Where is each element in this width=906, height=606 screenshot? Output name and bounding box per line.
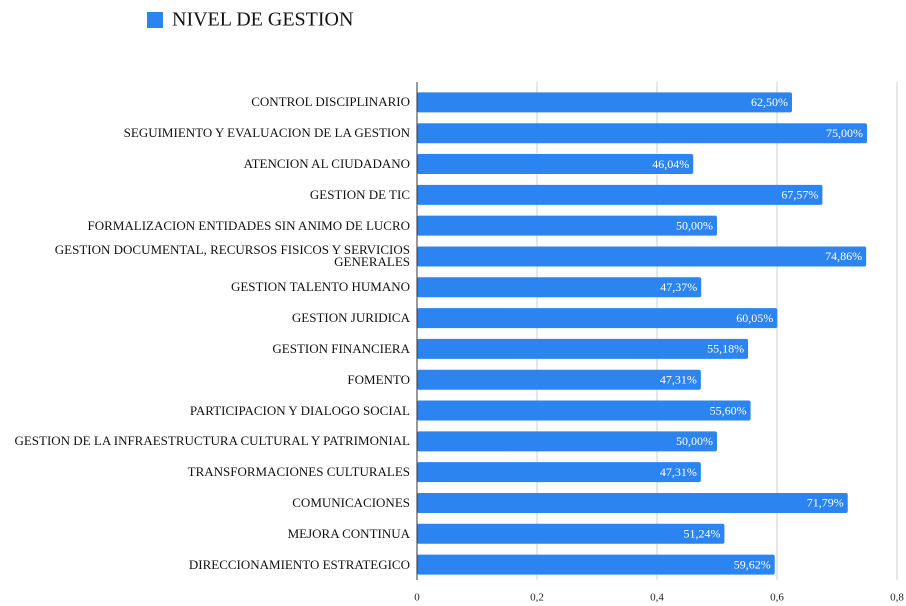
bar bbox=[417, 338, 749, 359]
value-label: 67,57% bbox=[781, 188, 818, 202]
bar bbox=[417, 154, 694, 175]
x-tick-label: 0,8 bbox=[890, 592, 904, 604]
y-tick-label: GESTION DE LA INFRAESTRUCTURA CULTURAL Y… bbox=[14, 433, 410, 449]
value-label: 50,00% bbox=[676, 434, 713, 448]
y-tick-label: GESTION TALENTO HUMANO bbox=[230, 279, 410, 295]
value-label: 55,60% bbox=[710, 403, 747, 417]
value-label: 75,00% bbox=[826, 126, 863, 140]
x-tick-label: 0,6 bbox=[770, 592, 784, 604]
y-tick-label: GESTION JURIDICA bbox=[291, 310, 410, 326]
y-tick-label: GESTION DE TIC bbox=[309, 186, 410, 202]
bar bbox=[417, 400, 751, 421]
bar bbox=[417, 92, 792, 113]
x-tick-label: 0 bbox=[414, 592, 420, 604]
value-label: 60,05% bbox=[736, 311, 773, 325]
y-tick-label: GESTION DOCUMENTAL, RECURSOS FISICOS Y S… bbox=[54, 242, 410, 270]
value-label: 71,79% bbox=[807, 496, 844, 510]
y-tick-label: SEGUIMIENTO Y EVALUACION DE LA GESTION bbox=[123, 125, 410, 141]
bar bbox=[417, 308, 778, 329]
y-tick-label: CONTROL DISCIPLINARIO bbox=[251, 94, 410, 110]
bar bbox=[417, 215, 717, 236]
bar bbox=[417, 184, 823, 205]
value-label: 47,31% bbox=[660, 372, 697, 386]
y-tick-label: ATENCION AL CIUDADANO bbox=[243, 156, 410, 172]
y-tick-label: COMUNICACIONES bbox=[292, 494, 410, 510]
value-label: 74,86% bbox=[825, 249, 862, 263]
y-tick-label: FOMENTO bbox=[347, 371, 410, 387]
value-label: 50,00% bbox=[676, 218, 713, 232]
y-tick-label: FORMALIZACION ENTIDADES SIN ANIMO DE LUC… bbox=[87, 217, 410, 233]
value-label: 47,31% bbox=[660, 465, 697, 479]
value-label: 62,50% bbox=[751, 95, 788, 109]
value-label: 59,62% bbox=[734, 557, 771, 571]
bar bbox=[417, 554, 775, 575]
value-label: 51,24% bbox=[683, 527, 720, 541]
legend-label: NIVEL DE GESTION bbox=[172, 9, 353, 31]
bar bbox=[417, 246, 867, 267]
y-tick-label: TRANSFORMACIONES CULTURALES bbox=[187, 464, 410, 480]
bar bbox=[417, 277, 702, 298]
legend-swatch bbox=[147, 12, 163, 28]
y-tick-label: GESTION FINANCIERA bbox=[272, 340, 410, 356]
bar bbox=[417, 523, 725, 544]
bar bbox=[417, 123, 867, 144]
x-tick-label: 0,2 bbox=[530, 592, 544, 604]
y-tick-label: PARTICIPACION Y DIALOGO SOCIAL bbox=[189, 402, 410, 418]
y-tick-label: MEJORA CONTINUA bbox=[287, 525, 410, 541]
bar bbox=[417, 431, 717, 452]
value-label: 55,18% bbox=[707, 342, 744, 356]
bar bbox=[417, 492, 848, 513]
x-tick-label: 0,4 bbox=[650, 592, 664, 604]
value-label: 46,04% bbox=[652, 157, 689, 171]
y-tick-label: DIRECCIONAMIENTO ESTRATEGICO bbox=[188, 556, 410, 572]
bar bbox=[417, 369, 701, 390]
bar bbox=[417, 462, 701, 483]
value-label: 47,37% bbox=[660, 280, 697, 294]
